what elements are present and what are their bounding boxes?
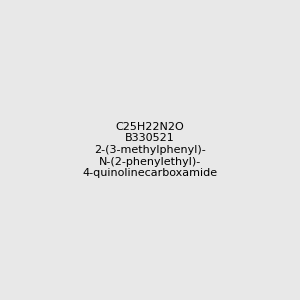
Text: C25H22N2O
B330521
2-(3-methylphenyl)-
N-(2-phenylethyl)-
4-quinolinecarboxamide: C25H22N2O B330521 2-(3-methylphenyl)- N-… bbox=[82, 122, 218, 178]
